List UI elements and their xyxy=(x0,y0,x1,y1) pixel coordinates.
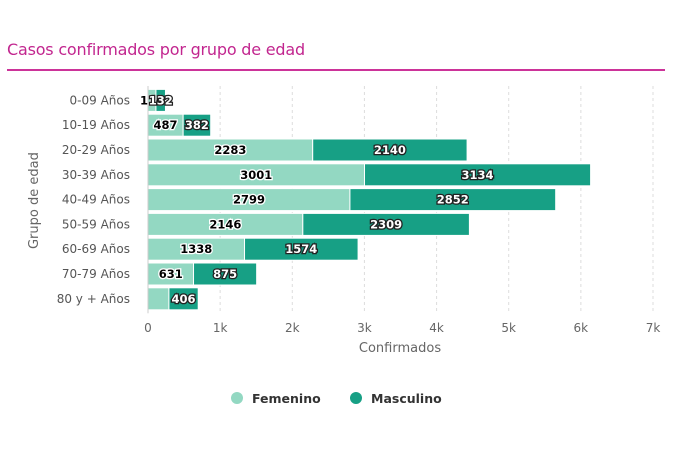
category-label: 40-49 Años xyxy=(62,193,130,207)
category-label: 50-59 Años xyxy=(62,217,130,231)
bar-masculino-7 xyxy=(193,262,258,286)
data-label-femenino-0: 110 xyxy=(140,93,164,107)
data-label-masculino-7: 875 xyxy=(213,267,237,281)
data-label-femenino-7: 631 xyxy=(159,267,183,281)
data-label-femenino-5: 2146 xyxy=(209,217,241,231)
bar-femenino-8 xyxy=(147,287,170,311)
x-tick-label: 6k xyxy=(574,321,589,335)
data-label-masculino-8: 406 xyxy=(172,292,196,306)
legend-marker-femenino xyxy=(231,392,243,404)
bars xyxy=(147,88,592,311)
data-label-femenino-1: 487 xyxy=(154,118,178,132)
x-tick-label: 2k xyxy=(285,321,300,335)
x-tick-label: 5k xyxy=(501,321,516,335)
data-label-femenino-3: 3001 xyxy=(240,168,272,182)
category-labels: 0-09 Años 10-19 Años 20-29 Años 30-39 Años 4… xyxy=(57,93,130,305)
x-tick-label: 3k xyxy=(357,321,372,335)
legend-item-masculino[interactable]: Masculino xyxy=(371,391,442,406)
data-label-masculino-6: 1574 xyxy=(285,242,317,256)
category-label: 80 y + Años xyxy=(57,292,130,306)
title-divider xyxy=(7,69,665,71)
data-label-masculino-4: 2852 xyxy=(437,193,469,207)
x-tick-label: 4k xyxy=(429,321,444,335)
category-label: 20-29 Años xyxy=(62,143,130,157)
chart-title: Casos confirmados por grupo de edad xyxy=(7,40,305,59)
x-tick-label: 7k xyxy=(646,321,661,335)
data-label-femenino-4: 2799 xyxy=(233,193,265,207)
category-label: 70-79 Años xyxy=(62,267,130,281)
y-axis-title: Grupo de edad xyxy=(27,152,42,249)
bar-masculino-4 xyxy=(349,188,557,212)
data-label-masculino-0: 132 xyxy=(149,93,173,107)
data-label-masculino-1: 382 xyxy=(185,118,209,132)
x-tick-label: 0 xyxy=(144,321,152,335)
bar-masculino-8 xyxy=(168,287,199,311)
x-tick-labels: 0 1k 2k 3k 4k 5k 6k 7k xyxy=(144,321,660,335)
bar-masculino-1 xyxy=(182,113,212,137)
bar-masculino-6 xyxy=(244,237,359,261)
category-label: 60-69 Años xyxy=(62,242,130,256)
data-label-masculino-3: 3134 xyxy=(462,168,494,182)
bar-masculino-2 xyxy=(312,138,468,162)
legend: Femenino Masculino xyxy=(231,391,442,406)
bar-masculino-3 xyxy=(364,163,592,187)
data-label-femenino-6: 1338 xyxy=(180,242,212,256)
data-label-femenino-2: 2283 xyxy=(214,143,246,157)
bar-masculino-5 xyxy=(302,212,470,236)
grid-lines xyxy=(219,86,654,314)
data-label-masculino-2: 2140 xyxy=(374,143,406,157)
bar-masculino-0 xyxy=(155,88,166,112)
x-tick-label: 1k xyxy=(213,321,228,335)
data-label-masculino-5: 2309 xyxy=(370,217,402,231)
category-label: 30-39 Años xyxy=(62,168,130,182)
legend-item-femenino[interactable]: Femenino xyxy=(252,391,321,406)
legend-marker-masculino xyxy=(350,392,362,404)
category-label: 10-19 Años xyxy=(62,118,130,132)
x-axis-title: Confirmados xyxy=(359,341,441,356)
category-label: 0-09 Años xyxy=(70,93,130,107)
